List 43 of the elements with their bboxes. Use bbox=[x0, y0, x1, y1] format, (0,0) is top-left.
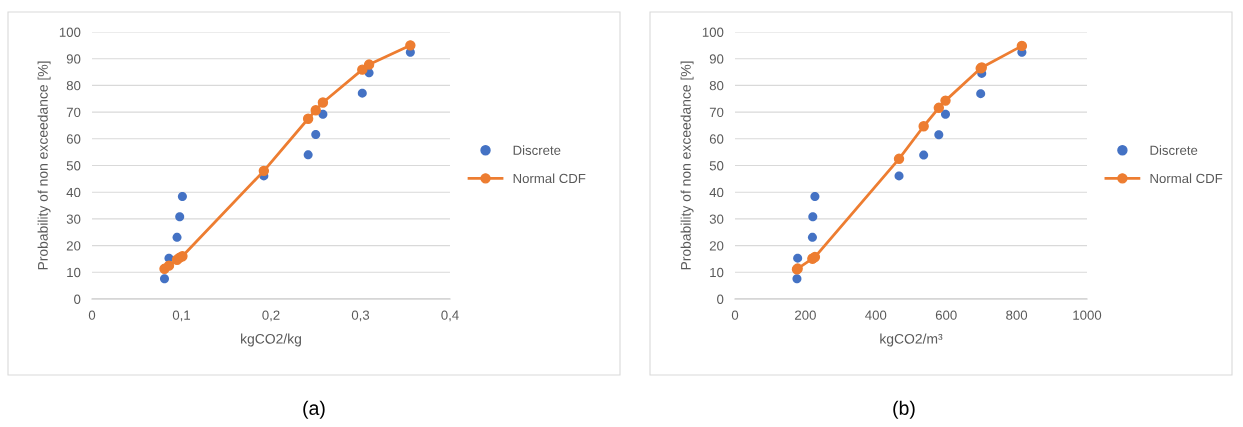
y-tick-label: 30 bbox=[709, 214, 724, 224]
x-tick-label: 0 bbox=[731, 310, 739, 320]
x-tick-label: 800 bbox=[1006, 310, 1028, 320]
x-tick-label: 0,2 bbox=[262, 310, 280, 322]
y-tick-label: 80 bbox=[66, 80, 81, 91]
text: (b) bbox=[893, 400, 915, 419]
y-tick-label: 40 bbox=[66, 187, 81, 198]
y-tick-label: 70 bbox=[66, 107, 81, 118]
y-tick-label: 20 bbox=[709, 241, 724, 251]
x-tick-label: 200 bbox=[795, 310, 816, 320]
x-axis-title: kgCO2/kg bbox=[241, 333, 301, 347]
x-tick-label: 400 bbox=[865, 310, 887, 320]
y-tick-label: 50 bbox=[66, 161, 81, 171]
y-tick-label: 100 bbox=[59, 27, 81, 37]
x-tick-label: 0,4 bbox=[441, 310, 459, 322]
y-tick-label: 90 bbox=[66, 54, 81, 64]
x-axis-title: kgCO2/m³ bbox=[880, 333, 943, 347]
y-tick-label: 0 bbox=[74, 294, 81, 304]
y-tick-label: 100 bbox=[702, 27, 724, 37]
legend-label: Normal CDF bbox=[513, 173, 586, 184]
text: (a) bbox=[303, 400, 325, 419]
x-tick-label: 600 bbox=[935, 310, 957, 320]
x-tick-label: 0,3 bbox=[351, 310, 370, 322]
y-tick-label: 90 bbox=[709, 54, 724, 64]
y-tick-label: 20 bbox=[66, 241, 81, 251]
y-tick-label: 80 bbox=[709, 80, 724, 91]
legend-label: Discrete bbox=[1150, 145, 1198, 155]
y-tick-label: 50 bbox=[709, 161, 724, 171]
y-tick-label: 10 bbox=[710, 267, 724, 278]
y-axis-title: Probability of non exceedance [%] bbox=[680, 61, 694, 270]
legend-label: Normal CDF bbox=[1150, 173, 1223, 184]
y-tick-label: 60 bbox=[66, 134, 81, 144]
y-tick-label: 40 bbox=[709, 187, 724, 198]
x-tick-label: 0,1 bbox=[172, 310, 191, 322]
y-tick-label: 10 bbox=[67, 267, 81, 278]
x-tick-label: 0 bbox=[88, 310, 96, 320]
legend-label: Discrete bbox=[513, 145, 561, 155]
y-tick-label: 30 bbox=[66, 214, 81, 224]
y-axis-title: Probability of non exceedance [%] bbox=[37, 61, 51, 270]
y-tick-label: 60 bbox=[709, 134, 724, 144]
y-tick-label: 0 bbox=[717, 294, 724, 304]
y-tick-label: 70 bbox=[709, 107, 724, 118]
x-tick-label: 1000 bbox=[1073, 310, 1102, 320]
